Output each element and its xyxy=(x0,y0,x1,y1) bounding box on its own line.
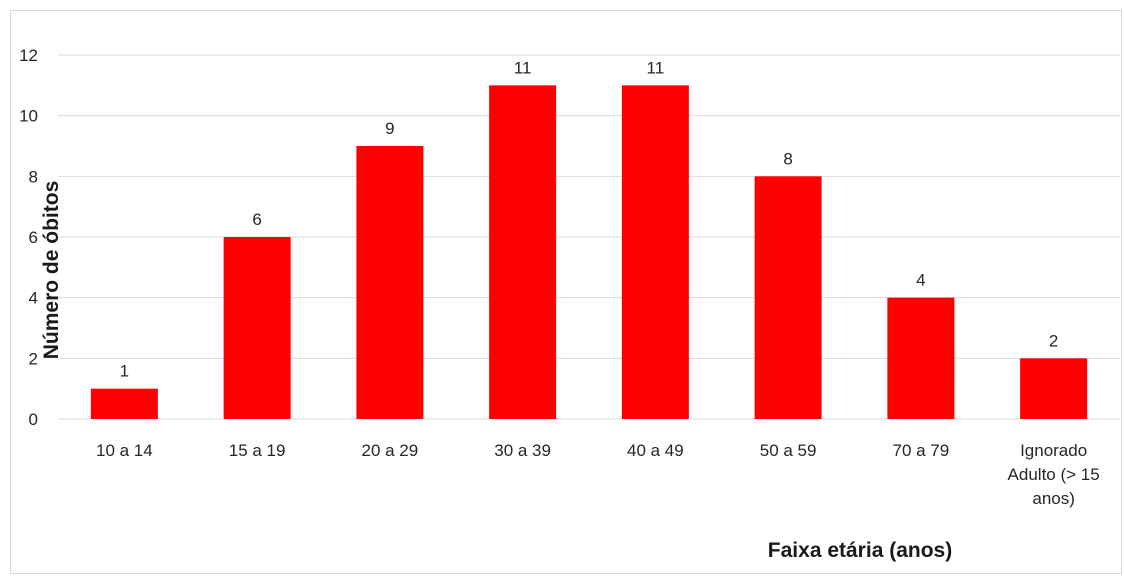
bar xyxy=(356,146,424,419)
bar xyxy=(621,85,689,419)
x-category-label: 40 a 49 xyxy=(627,441,684,460)
x-category-label: 30 a 39 xyxy=(494,441,551,460)
x-category-label: Ignorado Adulto (> 15 anos) xyxy=(1008,441,1100,508)
data-label: 9 xyxy=(385,119,394,138)
data-label: 1 xyxy=(120,362,129,381)
bar xyxy=(223,237,291,419)
bar xyxy=(90,388,158,419)
y-tick-label: 4 xyxy=(29,289,38,308)
data-labels: 1 6 9 11 11 8 4 2 xyxy=(120,58,1059,380)
data-label: 11 xyxy=(514,58,532,77)
data-label: 11 xyxy=(647,58,665,77)
y-tick-label: 0 xyxy=(29,410,38,429)
bar xyxy=(489,85,557,419)
chart-frame xyxy=(10,10,1122,574)
x-category-label: 20 a 29 xyxy=(362,441,419,460)
data-label: 2 xyxy=(1049,331,1058,350)
x-category-label: 15 a 19 xyxy=(229,441,286,460)
data-label: 8 xyxy=(783,149,792,168)
bar xyxy=(1020,358,1088,419)
data-label: 4 xyxy=(916,271,925,290)
x-category-label: 10 a 14 xyxy=(96,441,153,460)
data-label: 6 xyxy=(252,210,261,229)
x-axis-title: Faixa etária (anos) xyxy=(768,539,952,562)
y-tick-label: 2 xyxy=(29,349,38,368)
y-axis-ticks: 0 2 4 6 8 10 12 xyxy=(19,46,38,429)
y-axis-title: Número de óbitos xyxy=(40,181,63,360)
y-tick-label: 6 xyxy=(29,228,38,247)
y-tick-label: 10 xyxy=(19,107,38,126)
y-tick-label: 8 xyxy=(29,167,38,186)
y-tick-label: 12 xyxy=(19,46,38,65)
x-axis-categories: 10 a 14 15 a 19 20 a 29 30 a 39 40 a 49 50 a … xyxy=(96,441,1100,508)
x-category-label: 50 a 59 xyxy=(760,441,817,460)
bar xyxy=(887,297,955,419)
x-category-label: 70 a 79 xyxy=(893,441,950,460)
gridlines xyxy=(58,54,1120,420)
bar xyxy=(754,176,822,419)
bars xyxy=(90,85,1088,419)
